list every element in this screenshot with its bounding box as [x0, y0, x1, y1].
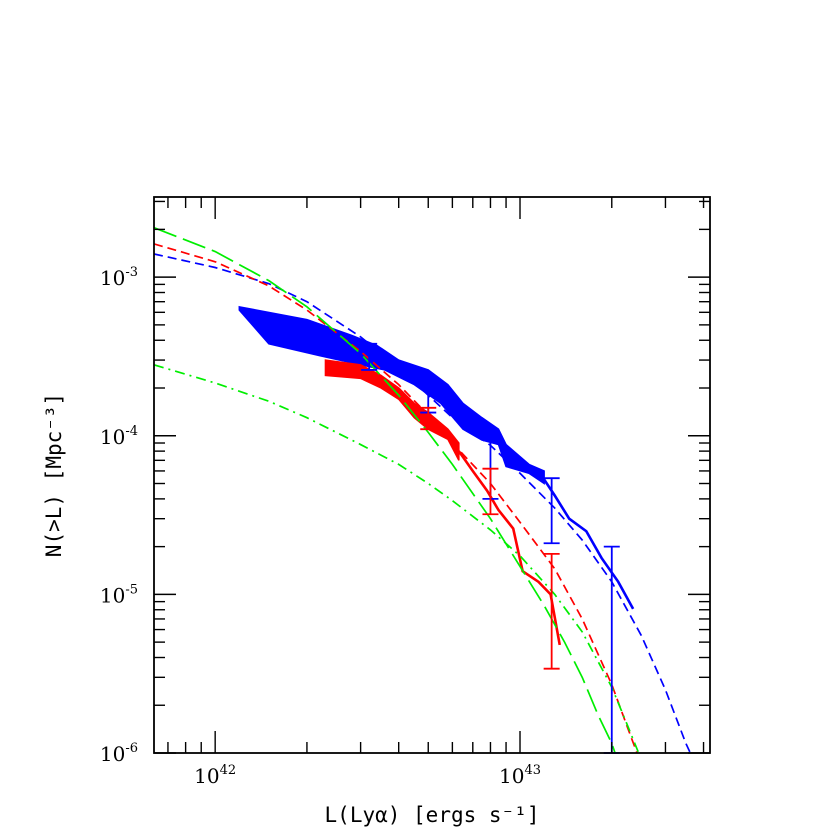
- y-tick-label: 10-4: [100, 424, 138, 449]
- series-line-dashed-4: [154, 253, 692, 753]
- series-band-1: [324, 359, 460, 461]
- data-layer: [154, 226, 692, 753]
- x-tick-label: 1043: [499, 763, 541, 788]
- error-bar-0: [361, 342, 378, 371]
- series-line-dashed-5: [154, 243, 638, 753]
- plot-frame: [153, 196, 711, 754]
- series-line-dash-dot-7: [154, 364, 640, 753]
- series-line-solid-3: [457, 450, 562, 646]
- error-bar-3: [543, 477, 560, 545]
- error-bar-7: [543, 552, 560, 670]
- y-tick-label: 10-5: [100, 582, 138, 607]
- error-bar-4: [603, 545, 620, 754]
- y-axis-label: N(>L) [Mpc⁻³]: [42, 393, 66, 557]
- series-line-long-dash-6: [154, 226, 616, 753]
- error-bar-layer: [361, 342, 620, 754]
- error-bar-6: [482, 467, 499, 516]
- tick-label-layer: 1042 1043 10-3 10-4 10-5 10-6: [100, 265, 541, 788]
- y-tick-label: 10-6: [100, 741, 138, 766]
- tick-layer: [154, 197, 710, 754]
- error-bar-5: [420, 406, 437, 431]
- y-tick-label: 10-3: [100, 265, 138, 290]
- x-tick-label: 1042: [194, 763, 236, 788]
- series-line-solid-2: [543, 478, 635, 610]
- x-axis-label: L(Lyα) [ergs s⁻¹]: [325, 803, 540, 827]
